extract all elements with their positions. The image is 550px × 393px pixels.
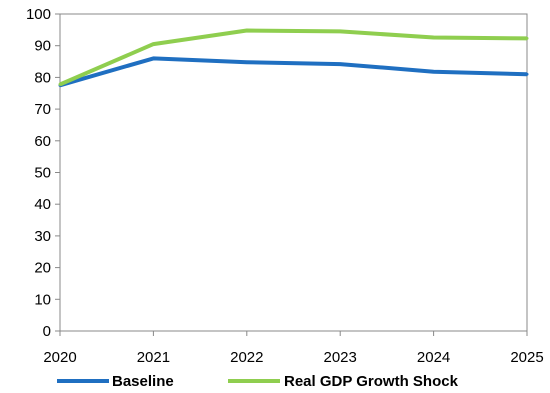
data-point <box>338 29 342 33</box>
legend-item: Real GDP Growth Shock <box>228 373 459 390</box>
data-point <box>432 70 436 74</box>
series-line-baseline <box>59 56 528 88</box>
x-tick-label: 2023 <box>324 349 357 366</box>
x-tick-label: 2024 <box>417 349 450 366</box>
y-tick-label: 100 <box>26 6 51 23</box>
y-tick-label: 20 <box>34 260 51 277</box>
y-tick-label: 60 <box>34 133 51 150</box>
data-point <box>58 82 62 86</box>
x-tick-label: 2020 <box>43 349 76 366</box>
y-tick-label: 80 <box>34 69 51 86</box>
data-point <box>151 56 155 60</box>
y-tick-label: 10 <box>34 291 51 308</box>
data-point <box>432 35 436 39</box>
data-point <box>525 36 529 40</box>
x-tick-label: 2022 <box>230 349 263 366</box>
y-tick-label: 40 <box>34 196 51 213</box>
legend: Baseline Real GDP Growth Shock <box>57 373 459 390</box>
plot-area <box>59 13 528 332</box>
y-tick-label: 70 <box>34 101 51 118</box>
y-tick-label: 90 <box>34 38 51 55</box>
x-tick-label: 2021 <box>137 349 170 366</box>
y-tick-label: 0 <box>43 323 51 340</box>
series-lines <box>58 28 529 88</box>
x-axis: 2020 2021 2022 2023 2024 2025 <box>43 331 544 366</box>
legend-label: Baseline <box>112 373 174 390</box>
legend-item: Baseline <box>57 373 174 390</box>
data-point <box>338 62 342 66</box>
data-point <box>151 42 155 46</box>
legend-label: Real GDP Growth Shock <box>284 373 459 390</box>
y-tick-label: 30 <box>34 228 51 245</box>
x-tick-label: 2025 <box>510 349 543 366</box>
data-point <box>525 72 529 76</box>
y-axis: 0 10 20 30 40 50 60 70 80 90 100 <box>26 6 60 340</box>
data-point <box>245 60 249 64</box>
y-tick-label: 50 <box>34 165 51 182</box>
data-point <box>245 28 249 32</box>
series-line-real-gdp-growth-shock <box>59 28 528 87</box>
